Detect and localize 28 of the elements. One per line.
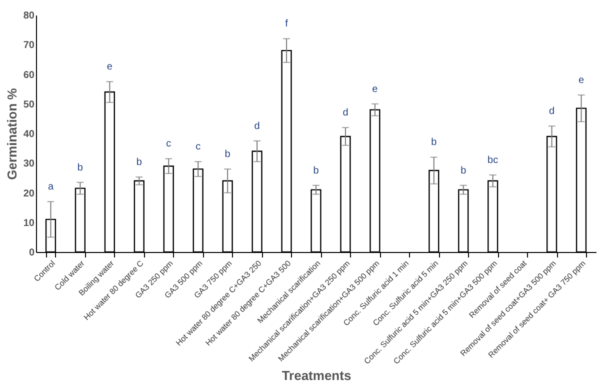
y-tick-label: 80 (23, 10, 35, 22)
data-label: c (166, 138, 172, 150)
data-label: b (460, 165, 467, 176)
data-label: d (342, 108, 348, 119)
y-tick-label: 70 (23, 40, 35, 52)
y-axis-title: Germination % (4, 88, 20, 180)
data-label: b (224, 149, 231, 160)
data-label: d (254, 120, 260, 132)
data-label: b (77, 162, 84, 174)
y-tick-label: 50 (23, 99, 35, 110)
data-label: e (578, 74, 584, 86)
data-label: c (196, 142, 201, 153)
y-tick-label: 60 (23, 70, 35, 81)
data-label: d (549, 106, 555, 118)
y-tick-label: 30 (23, 158, 35, 170)
data-label: a (48, 182, 54, 193)
y-tick-label: 40 (23, 129, 35, 140)
data-label: f (285, 18, 288, 30)
x-axis-title: Treatments (282, 368, 352, 383)
data-label: bc (488, 154, 498, 166)
data-label: b (313, 165, 320, 176)
data-label: b (431, 137, 438, 148)
y-tick-label: 10 (23, 218, 35, 229)
y-tick-label: 0 (28, 248, 35, 258)
data-label: e (372, 84, 378, 95)
data-label: e (106, 62, 113, 73)
data-label: b (136, 157, 142, 168)
y-tick-label: 20 (23, 188, 35, 200)
